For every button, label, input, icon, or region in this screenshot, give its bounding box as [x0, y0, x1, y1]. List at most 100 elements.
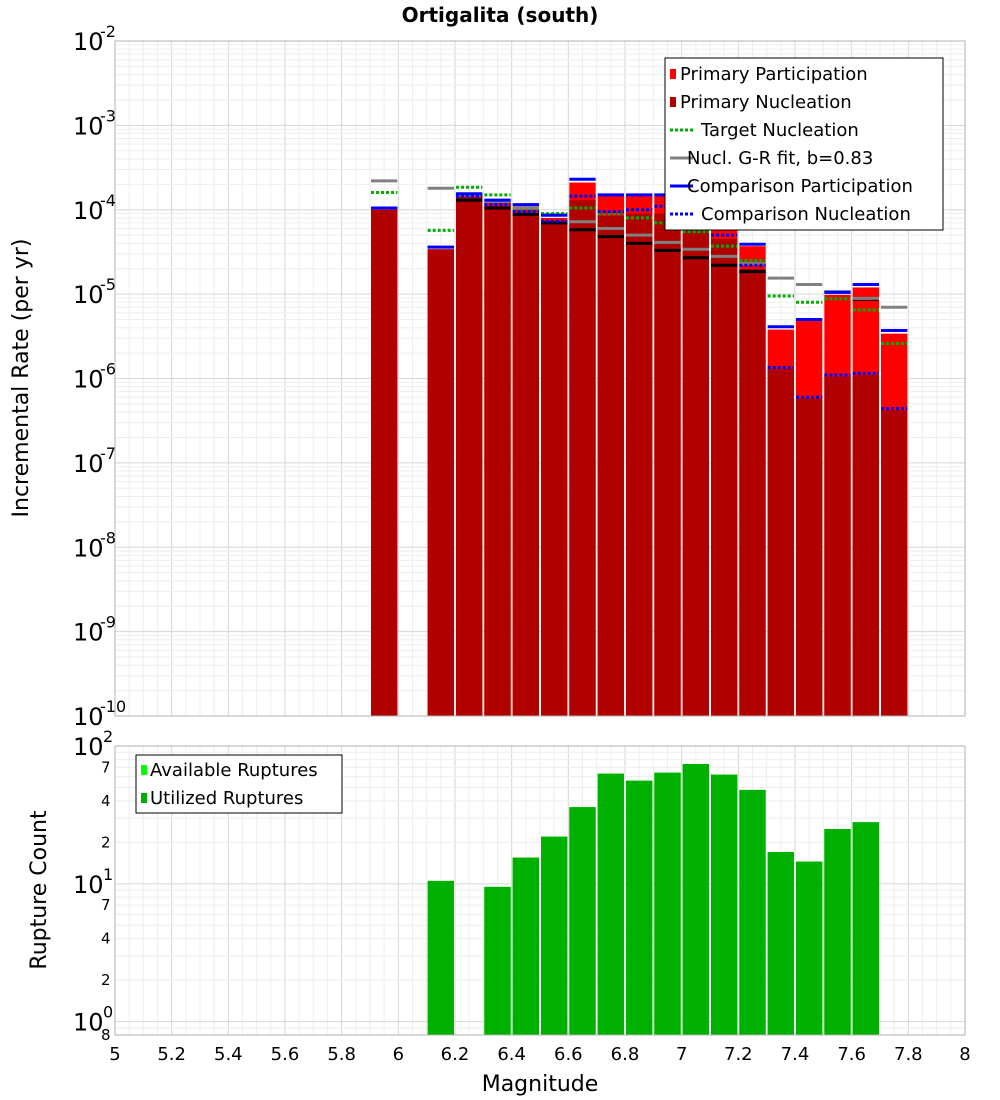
utilized-rupture-bar — [626, 780, 653, 1035]
nucleation-bar — [796, 398, 823, 716]
top-y-tick-exp: -8 — [100, 528, 116, 547]
utilized-rupture-bar — [541, 836, 568, 1035]
nucleation-bar — [881, 410, 908, 716]
bottom-y-tick-exp: 2 — [103, 727, 113, 746]
bottom-y-tick-label: 2 — [101, 971, 111, 989]
nucleation-bar — [512, 213, 539, 717]
x-tick-label: 7.6 — [837, 1044, 866, 1065]
top-y-tick-label: 10-6 — [73, 360, 116, 394]
x-tick-label: 7 — [676, 1044, 687, 1065]
utilized-rupture-bar — [654, 772, 681, 1035]
legend-swatch-bar — [141, 793, 147, 803]
x-tick-label: 6 — [393, 1044, 404, 1065]
top-y-tick-exp: -9 — [100, 613, 116, 632]
top-plot-frame — [114, 40, 966, 717]
legend-label: Target Nucleation — [700, 120, 859, 141]
nucleation-bar — [541, 222, 568, 716]
legend-label: Available Ruptures — [150, 760, 318, 781]
top-y-tick-base: 10 — [73, 281, 104, 309]
utilized-rupture-bar — [512, 857, 539, 1035]
x-tick-label: 5.6 — [271, 1044, 300, 1065]
top-legend-entry: Comparison Nucleation — [670, 204, 911, 225]
bottom-y-tick-label: 4 — [101, 792, 111, 810]
top-legend-entry: Target Nucleation — [670, 120, 859, 141]
legend-swatch-bar — [670, 97, 676, 107]
x-tick-label: 5.2 — [157, 1044, 186, 1065]
top-y-tick-exp: -7 — [100, 444, 116, 463]
x-tick-label: 7.2 — [724, 1044, 753, 1065]
top-y-axis-label: Incremental Rate (per yr) — [9, 239, 34, 518]
bottom-y-axis-label: Rupture Count — [27, 810, 52, 970]
bottom-y-tick-label: 10 0 — [73, 1003, 113, 1037]
legend-swatch-bar — [670, 69, 676, 79]
top-y-tick-base: 10 — [73, 28, 104, 56]
utilized-rupture-bar — [597, 773, 624, 1035]
x-tick-label: 6.4 — [497, 1044, 526, 1065]
nucleation-bar — [852, 375, 879, 716]
top-legend-entry: Comparison Participation — [670, 176, 913, 197]
bottom-y-tick-base: 10 — [73, 1009, 104, 1037]
x-tick-label: 7.4 — [781, 1044, 810, 1065]
bottom-y-tick-base: 10 — [73, 871, 104, 899]
utilized-rupture-bar — [739, 789, 766, 1035]
utilized-rupture-bar — [427, 880, 454, 1035]
utilized-rupture-bar — [796, 861, 823, 1035]
nucleation-bar — [371, 209, 398, 716]
top-y-tick-base: 10 — [73, 366, 104, 394]
top-y-tick-base: 10 — [73, 197, 104, 225]
top-y-tick-base: 10 — [73, 703, 104, 731]
top-y-tick-exp: -4 — [100, 191, 116, 210]
nucleation-bar — [597, 215, 624, 717]
nucleation-bar — [569, 200, 596, 716]
x-tick-label: 8 — [959, 1044, 970, 1065]
top-y-tick-label: 10-2 — [73, 22, 116, 56]
nucleation-bar — [711, 239, 738, 716]
utilized-rupture-bar — [569, 807, 596, 1035]
bottom-y-tick-label: 7 — [101, 896, 111, 914]
top-plot: 10-1010-910-810-710-610-510-410-310-2Pri… — [73, 22, 966, 731]
nucleation-bar — [456, 197, 483, 717]
bottom-y-tick-minor: 4 — [101, 930, 111, 948]
nucleation-bar — [739, 268, 766, 716]
bottom-plot-frame — [114, 745, 966, 1036]
chart-title: Ortigalita (south) — [402, 3, 599, 27]
legend-label: Primary Participation — [680, 64, 868, 85]
bottom-legend-entry: Utilized Ruptures — [141, 788, 303, 809]
x-tick-label: 5 — [109, 1044, 120, 1065]
top-legend-entry: Primary Participation — [670, 64, 868, 85]
x-tick-label: 5.8 — [327, 1044, 356, 1065]
bottom-legend-entry: Available Ruptures — [141, 760, 318, 781]
bottom-y-tick-minor: 2 — [101, 833, 111, 851]
top-y-tick-exp: -6 — [100, 360, 116, 379]
utilized-rupture-bar — [824, 828, 851, 1035]
nucleation-bar — [626, 213, 653, 717]
bottom-y-tick-minor: 7 — [101, 758, 111, 776]
top-y-tick-label: 10-4 — [73, 191, 116, 225]
top-y-tick-exp: -2 — [100, 22, 116, 41]
utilized-rupture-bar — [484, 886, 511, 1035]
utilized-rupture-bar — [682, 764, 709, 1035]
utilized-rupture-bar — [711, 774, 738, 1035]
nucleation-bar — [767, 368, 794, 716]
bottom-y-tick-label: 8 — [101, 1026, 111, 1044]
x-tick-label: 7.8 — [894, 1044, 923, 1065]
nucleation-bar — [654, 213, 681, 717]
bottom-y-tick-label: 2 — [101, 833, 111, 851]
bottom-y-tick-minor: 8 — [101, 1026, 111, 1044]
nucleation-bar — [427, 249, 454, 716]
x-tick-label: 6.2 — [441, 1044, 470, 1065]
bottom-y-tick-label: 7 — [101, 758, 111, 776]
top-legend-entry: Primary Nucleation — [670, 92, 852, 113]
nucleation-bar — [824, 376, 851, 716]
top-y-tick-exp: -5 — [100, 275, 116, 294]
legend-swatch-bar — [141, 765, 147, 775]
x-tick-label: 6.6 — [554, 1044, 583, 1065]
bottom-y-tick-exp: 0 — [103, 1003, 113, 1022]
top-y-tick-base: 10 — [73, 112, 104, 140]
top-y-tick-exp: -10 — [100, 697, 126, 716]
bottom-y-tick-minor: 4 — [101, 792, 111, 810]
top-y-tick-label: 10-10 — [73, 697, 126, 731]
